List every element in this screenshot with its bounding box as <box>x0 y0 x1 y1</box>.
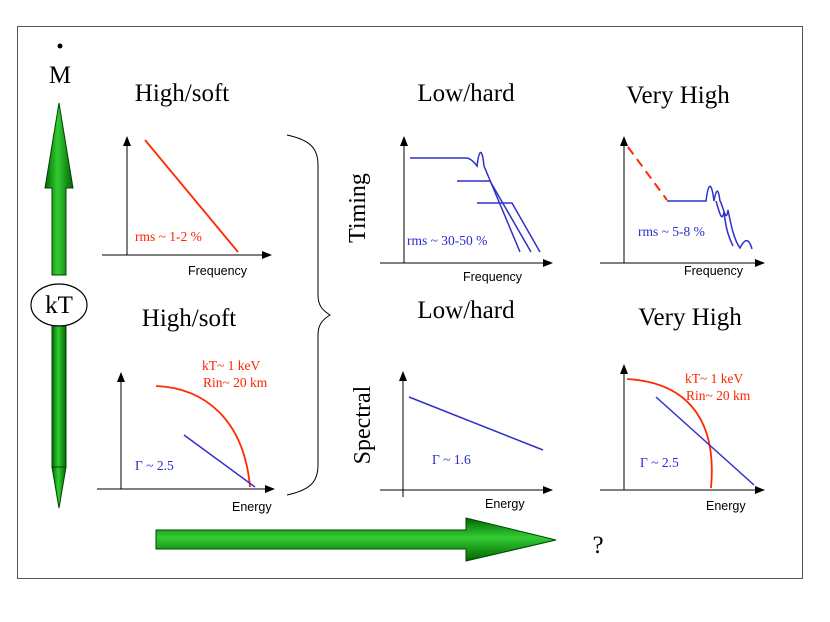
vh-timing-xlabel: Frequency <box>684 264 744 278</box>
mdot-dot <box>57 43 63 49</box>
title-high-soft-spectral: High/soft <box>142 305 237 332</box>
hs-spectral-x-arrowhead <box>265 485 275 493</box>
hs-spectral-kt: kT~ 1 keV <box>202 358 261 373</box>
bottom-question-mark: ? <box>592 532 603 559</box>
hs-timing-xlabel: Frequency <box>188 264 248 278</box>
panel-hs-spectral: kT~ 1 keV Rin~ 20 km Γ ~ 2.5 Energy <box>97 358 275 514</box>
lh-spectral-xlabel: Energy <box>485 497 525 511</box>
hs-timing-powerlaw <box>144 139 239 253</box>
hs-timing-annotation: rms ~ 1-2 % <box>135 229 202 244</box>
vh-spectral-xlabel: Energy <box>706 499 746 513</box>
lh-spectral-powerlaw <box>408 396 544 451</box>
lh-timing-xlabel: Frequency <box>463 270 523 284</box>
hs-spectral-powerlaw <box>183 434 256 488</box>
vh-spectral-gamma: Γ ~ 2.5 <box>640 455 679 470</box>
title-high-soft-timing: High/soft <box>135 80 230 107</box>
grouping-brace <box>286 134 331 496</box>
panel-vh-spectral: kT~ 1 keV Rin~ 20 km Γ ~ 2.5 Energy <box>600 364 765 513</box>
lh-timing-psd-3 <box>477 202 541 253</box>
vh-timing-x-arrowhead <box>755 259 765 267</box>
hs-spectral-xlabel: Energy <box>232 500 272 514</box>
panel-hs-timing: rms ~ 1-2 % Frequency <box>102 136 272 278</box>
lh-timing-psd-1 <box>410 151 521 253</box>
mdot-label: M <box>49 62 71 89</box>
vh-timing-dashed-extension <box>627 146 668 201</box>
hs-timing-y-arrowhead <box>123 136 131 146</box>
lh-spectral-gamma: Γ ~ 1.6 <box>432 452 471 467</box>
vh-timing-annotation: rms ~ 5-8 % <box>638 224 705 239</box>
kt-label: kT <box>45 292 73 319</box>
vh-spectral-y-arrowhead <box>620 364 628 374</box>
row-label-spectral: Spectral <box>350 385 376 464</box>
hs-spectral-disk-blackbody <box>155 385 251 488</box>
lh-spectral-y-arrowhead <box>399 371 407 381</box>
lh-timing-x-arrowhead <box>543 259 553 267</box>
vh-timing-y-arrowhead <box>620 136 628 146</box>
lh-timing-annotation: rms ~ 30-50 % <box>407 233 487 248</box>
hs-spectral-y-arrowhead <box>117 372 125 382</box>
vh-spectral-rin: Rin~ 20 km <box>686 388 751 403</box>
title-low-hard-spectral: Low/hard <box>417 297 515 324</box>
hs-timing-x-arrowhead <box>262 251 272 259</box>
title-very-high-timing: Very High <box>626 82 730 109</box>
vh-spectral-x-arrowhead <box>755 486 765 494</box>
vh-timing-psd <box>667 185 753 250</box>
hs-spectral-gamma: Γ ~ 2.5 <box>135 458 174 473</box>
diagram-frame <box>17 26 803 579</box>
title-low-hard-timing: Low/hard <box>417 80 515 107</box>
vh-spectral-powerlaw <box>655 396 755 486</box>
hs-spectral-rin: Rin~ 20 km <box>203 375 268 390</box>
panel-lh-spectral: Γ ~ 1.6 Energy <box>380 371 553 511</box>
panel-lh-timing: rms ~ 30-50 % Frequency <box>380 136 553 284</box>
vh-timing-psd-branch <box>715 200 734 247</box>
vh-spectral-kt: kT~ 1 keV <box>685 371 744 386</box>
kt-ellipse <box>30 283 88 327</box>
lh-timing-psd-2 <box>457 180 532 253</box>
lh-timing-y-arrowhead <box>400 136 408 146</box>
lh-spectral-x-arrowhead <box>543 486 553 494</box>
panel-vh-timing: rms ~ 5-8 % Frequency <box>600 136 765 278</box>
bottom-arrow <box>155 517 557 562</box>
title-very-high-spectral: Very High <box>638 304 742 331</box>
mdot-arrow <box>44 102 74 509</box>
row-label-timing: Timing <box>345 173 371 243</box>
vh-spectral-disk-blackbody <box>626 378 713 489</box>
